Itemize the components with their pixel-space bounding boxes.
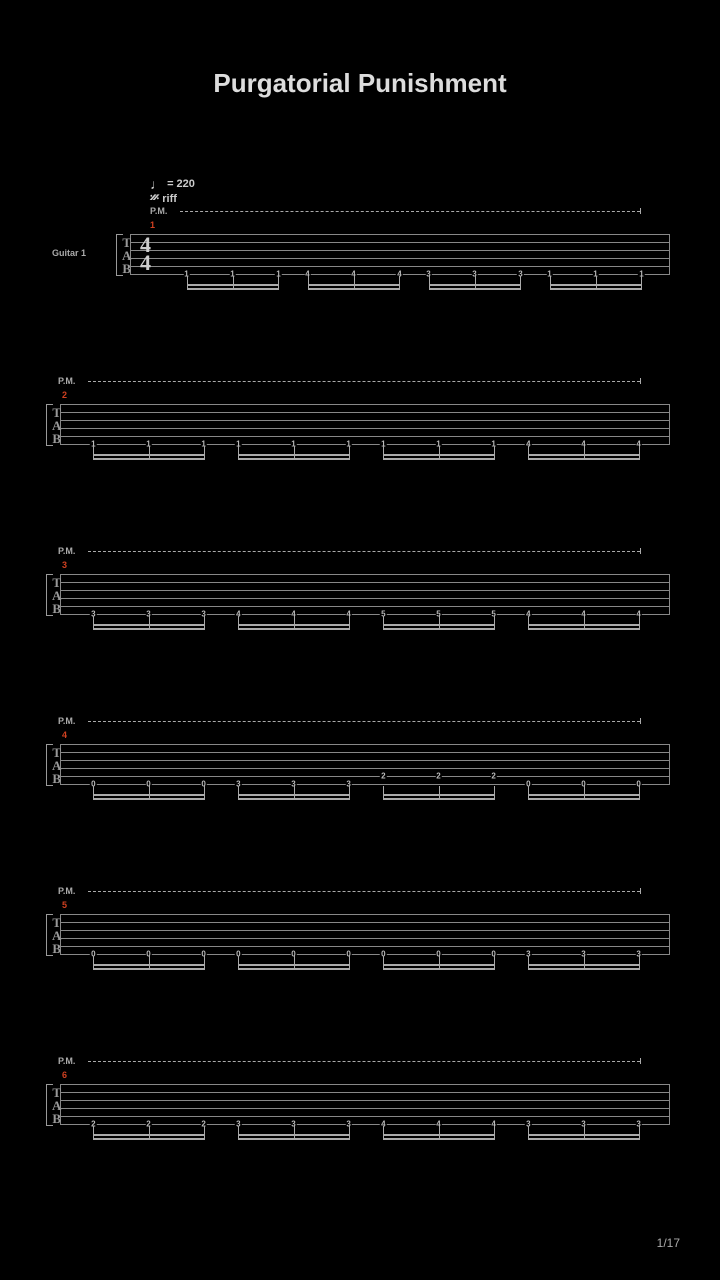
tab-clef: TAB: [52, 406, 60, 445]
fret-number: 2: [490, 772, 496, 781]
tab-clef: TAB: [52, 916, 60, 955]
measure-number: 3: [62, 560, 67, 570]
fret-number: 2: [380, 772, 386, 781]
palm-mute-line: [88, 721, 640, 722]
palm-mute-line: [180, 211, 640, 212]
tab-clef: TAB: [52, 746, 60, 785]
measure-number: 4: [62, 730, 67, 740]
tab-clef: TAB: [52, 576, 60, 615]
tab-staff: 000000000333: [60, 914, 670, 954]
page-number: 1/17: [657, 1236, 680, 1250]
palm-mute-label: P.M.: [58, 716, 75, 726]
palm-mute-line: [88, 551, 640, 552]
palm-mute-line: [88, 1061, 640, 1062]
instrument-label: Guitar 1: [52, 248, 86, 258]
tab-staff: 222333444333: [60, 1084, 670, 1124]
tab-staff: 111111111444: [60, 404, 670, 444]
palm-mute-line: [88, 381, 640, 382]
measure-number: 5: [62, 900, 67, 910]
fret-number: 2: [435, 772, 441, 781]
measure-number: 1: [150, 220, 155, 230]
tab-clef: TAB: [122, 236, 130, 275]
tab-staff: 111444333111: [130, 234, 670, 274]
palm-mute-label: P.M.: [58, 376, 75, 386]
palm-mute-line: [88, 891, 640, 892]
time-signature: 44: [140, 236, 151, 271]
palm-mute-label: P.M.: [58, 886, 75, 896]
measure-number: 6: [62, 1070, 67, 1080]
tab-staff: 000333222000: [60, 744, 670, 784]
palm-mute-label: P.M.: [150, 206, 167, 216]
palm-mute-label: P.M.: [58, 1056, 75, 1066]
measure-number: 2: [62, 390, 67, 400]
song-title: Purgatorial Punishment: [0, 0, 720, 129]
palm-mute-label: P.M.: [58, 546, 75, 556]
section-label: 𝄏 riff: [150, 190, 177, 206]
tab-staff: 333444555444: [60, 574, 670, 614]
tab-clef: TAB: [52, 1086, 60, 1125]
